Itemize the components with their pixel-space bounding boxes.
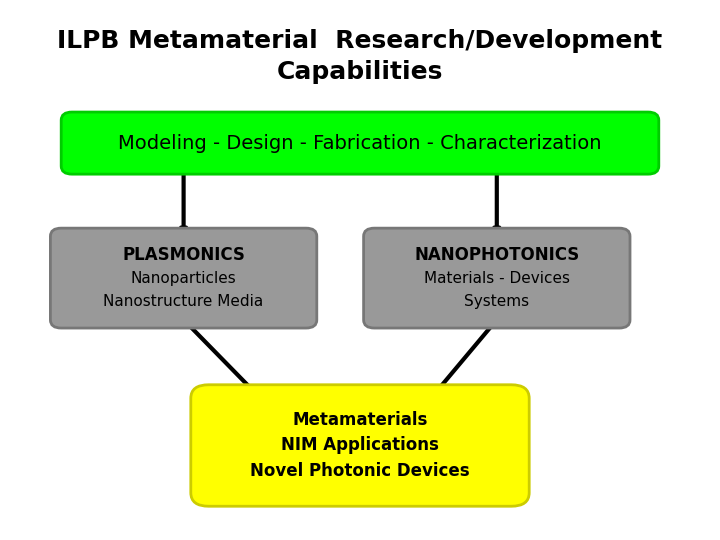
Text: Nanostructure Media: Nanostructure Media [104,294,264,309]
Text: NANOPHOTONICS: NANOPHOTONICS [414,246,580,264]
Text: Nanoparticles: Nanoparticles [131,271,236,286]
Text: Metamaterials: Metamaterials [292,410,428,429]
FancyBboxPatch shape [191,384,529,507]
Text: Modeling - Design - Fabrication - Characterization: Modeling - Design - Fabrication - Charac… [118,133,602,153]
FancyBboxPatch shape [61,112,659,174]
Text: PLASMONICS: PLASMONICS [122,246,245,264]
Text: ILPB Metamaterial  Research/Development
Capabilities: ILPB Metamaterial Research/Development C… [58,29,662,84]
Text: NIM Applications: NIM Applications [281,436,439,455]
FancyBboxPatch shape [364,228,630,328]
Text: Materials - Devices: Materials - Devices [424,271,570,286]
FancyBboxPatch shape [50,228,317,328]
Text: Novel Photonic Devices: Novel Photonic Devices [250,462,470,481]
Text: Systems: Systems [464,294,529,309]
